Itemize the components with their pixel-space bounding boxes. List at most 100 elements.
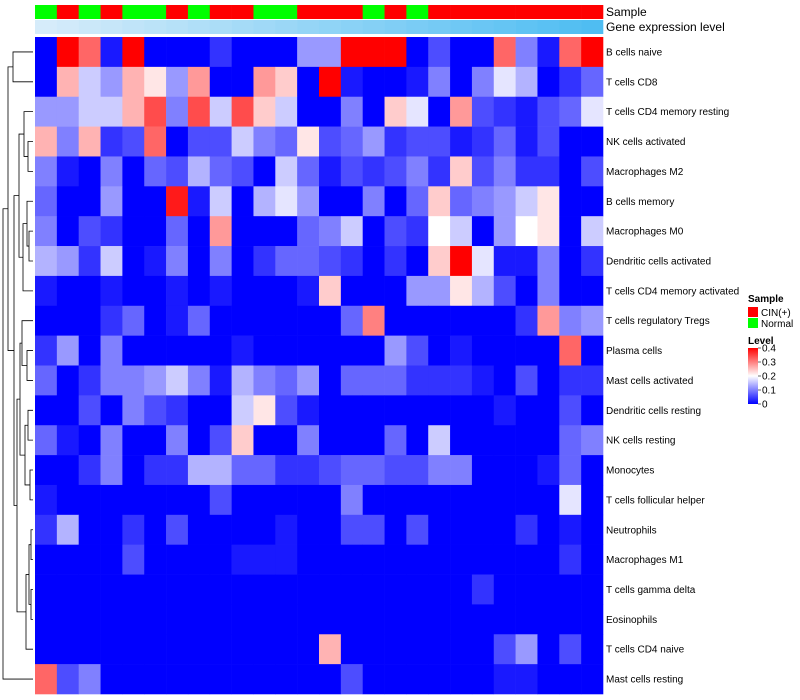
heatmap-cell bbox=[275, 66, 298, 98]
heatmap-cell bbox=[319, 246, 342, 277]
heatmap-cell bbox=[297, 37, 320, 68]
legend-level-ticks: 0.4 0.3 0.2 0.1 0 bbox=[758, 344, 776, 411]
gene-expression-annotation-cell bbox=[275, 20, 298, 34]
heatmap-cell bbox=[362, 66, 385, 98]
heatmap-cell bbox=[166, 365, 189, 396]
heatmap-cell bbox=[450, 275, 473, 307]
heatmap-cell bbox=[78, 395, 101, 426]
heatmap-cell bbox=[122, 484, 145, 516]
heatmap-cell bbox=[100, 514, 123, 545]
heatmap-cell bbox=[166, 216, 189, 247]
sample-annotation-cell bbox=[581, 5, 604, 19]
gene-expression-annotation-cell bbox=[100, 20, 123, 34]
heatmap-cell bbox=[275, 365, 298, 396]
heatmap-cell bbox=[340, 216, 363, 247]
row-label: Macrophages M1 bbox=[606, 555, 684, 566]
heatmap-cell bbox=[35, 305, 58, 336]
legend-level-tick-label: 0.4 bbox=[762, 344, 776, 355]
heatmap-cell bbox=[493, 246, 516, 277]
heatmap-cell bbox=[428, 275, 451, 307]
heatmap-cell bbox=[122, 664, 145, 695]
heatmap-cell bbox=[122, 66, 145, 98]
heatmap-cell bbox=[297, 66, 320, 98]
heatmap-cell bbox=[78, 365, 101, 396]
heatmap-cell bbox=[537, 37, 560, 68]
heatmap-cell bbox=[144, 66, 167, 98]
heatmap-cell bbox=[406, 37, 429, 68]
sample-annotation-title: Sample bbox=[606, 5, 647, 19]
heatmap-cell bbox=[144, 216, 167, 247]
heatmap-cell bbox=[428, 604, 451, 635]
heatmap-cell bbox=[253, 484, 276, 516]
sample-annotation-cell bbox=[450, 5, 473, 19]
sample-annotation-cell bbox=[319, 5, 342, 19]
heatmap-cell bbox=[493, 604, 516, 635]
row-labels: B cells naive T cells CD8 T cells CD4 memo… bbox=[606, 47, 739, 685]
heatmap-cell bbox=[231, 574, 254, 605]
heatmap-cell bbox=[144, 395, 167, 426]
heatmap-cell bbox=[78, 335, 101, 366]
heatmap-cell bbox=[166, 455, 189, 486]
heatmap-cell bbox=[78, 664, 101, 695]
heatmap-cell bbox=[253, 246, 276, 277]
heatmap-cell bbox=[166, 634, 189, 665]
heatmap-cell bbox=[406, 634, 429, 665]
heatmap-cell bbox=[275, 335, 298, 366]
heatmap-cell bbox=[581, 425, 604, 456]
heatmap-cell bbox=[537, 604, 560, 635]
heatmap-cell bbox=[166, 395, 189, 426]
heatmap-cell bbox=[56, 574, 79, 605]
heatmap-cell bbox=[340, 365, 363, 396]
heatmap-cell bbox=[56, 275, 79, 307]
heatmap-cell bbox=[275, 484, 298, 516]
heatmap-cell bbox=[450, 37, 473, 68]
heatmap-cell bbox=[275, 514, 298, 545]
heatmap-cell bbox=[406, 156, 429, 187]
heatmap-cell bbox=[122, 604, 145, 635]
heatmap-cell bbox=[559, 425, 582, 456]
heatmap-cell bbox=[209, 305, 232, 336]
heatmap-cell bbox=[209, 574, 232, 605]
heatmap-cell bbox=[515, 156, 538, 187]
heatmap-cell bbox=[35, 216, 58, 247]
sample-annotation-cell bbox=[493, 5, 516, 19]
heatmap-cell bbox=[297, 574, 320, 605]
heatmap-cell bbox=[493, 664, 516, 695]
dendrogram-branch bbox=[22, 223, 33, 292]
heatmap-cell bbox=[35, 96, 58, 127]
heatmap-cell bbox=[581, 455, 604, 486]
gene-expression-annotation-cell bbox=[35, 20, 58, 34]
heatmap-cell bbox=[581, 544, 604, 575]
heatmap-cell bbox=[144, 275, 167, 307]
heatmap-cell bbox=[275, 275, 298, 307]
heatmap-cell bbox=[493, 66, 516, 98]
heatmap-cell bbox=[581, 156, 604, 187]
heatmap-cell bbox=[56, 455, 79, 486]
heatmap-cell bbox=[166, 37, 189, 68]
heatmap-cell bbox=[340, 484, 363, 516]
heatmap-cell bbox=[319, 664, 342, 695]
heatmap-cell bbox=[515, 664, 538, 695]
heatmap-cell bbox=[340, 425, 363, 456]
gene-expression-annotation-cell bbox=[56, 20, 79, 34]
heatmap-cell bbox=[406, 514, 429, 545]
row-label: Mast cells resting bbox=[606, 675, 683, 686]
heatmap-cell bbox=[384, 275, 407, 307]
heatmap-cell bbox=[209, 664, 232, 695]
heatmap-cell bbox=[78, 246, 101, 277]
row-label: T cells CD4 naive bbox=[606, 645, 685, 656]
heatmap-cell bbox=[493, 305, 516, 336]
legend-sample-title: Sample bbox=[748, 294, 784, 305]
heatmap-cell bbox=[231, 37, 254, 68]
heatmap-cell bbox=[428, 37, 451, 68]
heatmap-cell bbox=[428, 425, 451, 456]
heatmap-cell bbox=[493, 634, 516, 665]
heatmap-cell bbox=[100, 365, 123, 396]
gene-expression-annotation-cell bbox=[144, 20, 167, 34]
heatmap-cell bbox=[362, 425, 385, 456]
heatmap-cell bbox=[471, 216, 495, 247]
heatmap-cell bbox=[209, 365, 232, 396]
heatmap-cell bbox=[362, 484, 385, 516]
dendrogram-branch bbox=[27, 141, 33, 172]
